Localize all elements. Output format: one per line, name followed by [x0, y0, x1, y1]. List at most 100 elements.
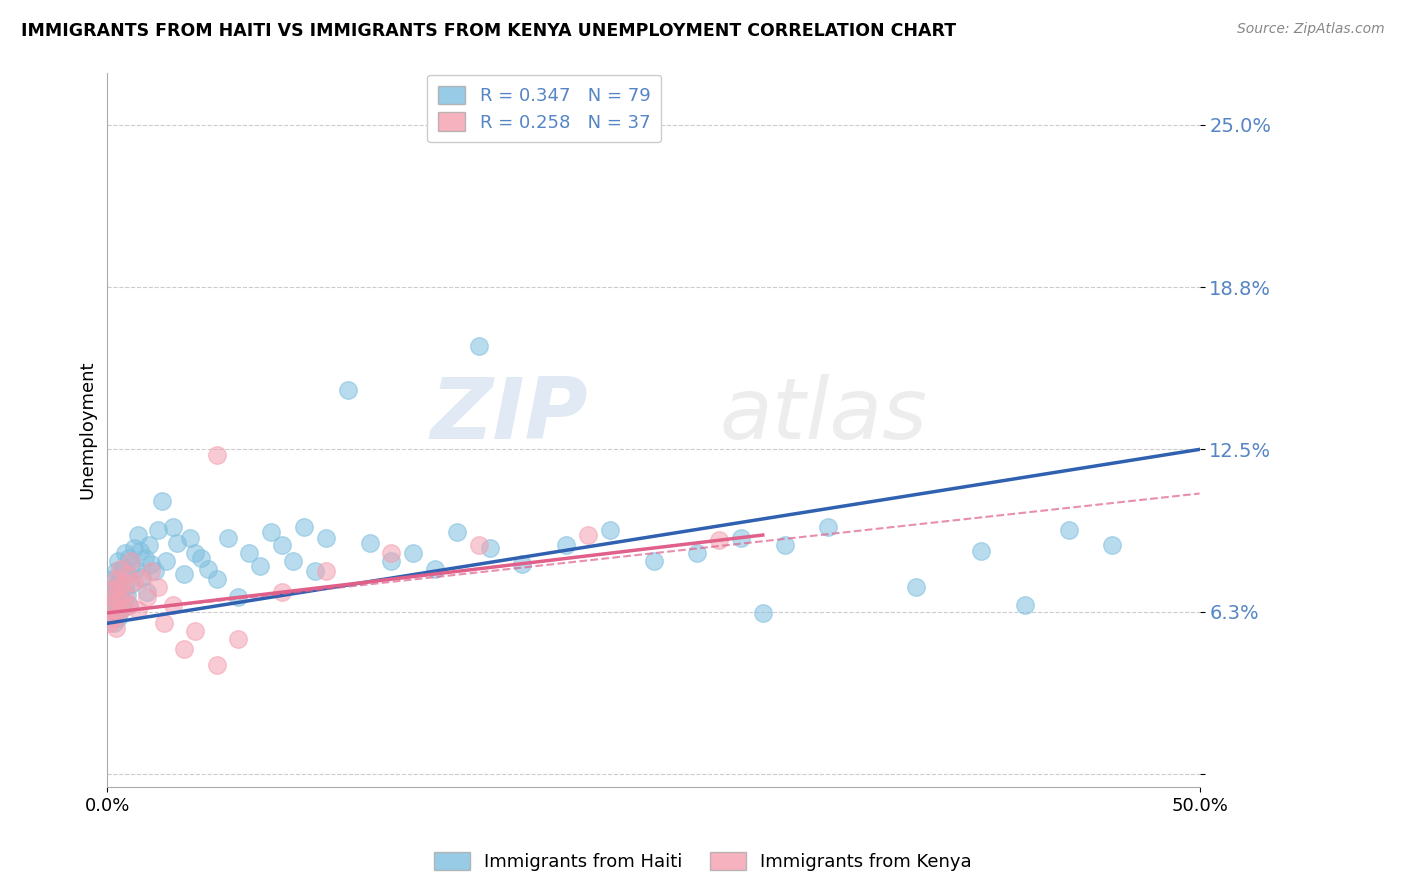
- Point: [110, 591, 132, 605]
- Point: [120, 577, 142, 591]
- Point: [179, 531, 201, 545]
- Point: [478, 541, 501, 555]
- Point: [103, 616, 125, 631]
- Point: [145, 565, 167, 579]
- Point: [110, 569, 132, 583]
- Point: [103, 580, 125, 594]
- Point: [166, 536, 188, 550]
- Point: [115, 566, 138, 581]
- Text: atlas: atlas: [718, 374, 927, 457]
- Point: [105, 582, 128, 597]
- Point: [304, 565, 326, 579]
- Point: [197, 562, 219, 576]
- Point: [228, 591, 250, 605]
- Point: [380, 554, 402, 568]
- Point: [139, 565, 162, 579]
- Point: [129, 543, 152, 558]
- Point: [107, 577, 129, 591]
- Point: [643, 554, 665, 568]
- Text: ZIP: ZIP: [430, 374, 588, 457]
- Point: [162, 598, 184, 612]
- Point: [131, 569, 153, 583]
- Point: [468, 338, 491, 352]
- Point: [114, 546, 136, 560]
- Point: [205, 572, 228, 586]
- Point: [111, 577, 134, 591]
- Point: [105, 622, 128, 636]
- Point: [205, 448, 228, 462]
- Point: [446, 525, 468, 540]
- Point: [555, 538, 578, 552]
- Point: [336, 383, 359, 397]
- Point: [100, 606, 122, 620]
- Point: [686, 546, 709, 560]
- Point: [468, 538, 491, 552]
- Point: [138, 538, 160, 552]
- Point: [103, 591, 125, 605]
- Point: [100, 591, 122, 605]
- Point: [127, 528, 149, 542]
- Point: [205, 657, 228, 672]
- Point: [773, 538, 796, 552]
- Point: [118, 598, 141, 612]
- Point: [730, 531, 752, 545]
- Point: [118, 598, 141, 612]
- Point: [146, 523, 169, 537]
- Y-axis label: Unemployment: Unemployment: [79, 360, 96, 500]
- Point: [110, 593, 132, 607]
- Point: [107, 611, 129, 625]
- Point: [190, 551, 212, 566]
- Text: IMMIGRANTS FROM HAITI VS IMMIGRANTS FROM KENYA UNEMPLOYMENT CORRELATION CHART: IMMIGRANTS FROM HAITI VS IMMIGRANTS FROM…: [21, 22, 956, 40]
- Point: [153, 616, 176, 631]
- Point: [115, 566, 138, 581]
- Point: [111, 562, 134, 576]
- Point: [315, 565, 337, 579]
- Point: [107, 580, 129, 594]
- Point: [135, 591, 157, 605]
- Legend: Immigrants from Haiti, Immigrants from Kenya: Immigrants from Haiti, Immigrants from K…: [426, 845, 980, 879]
- Point: [105, 565, 128, 579]
- Point: [100, 572, 122, 586]
- Point: [111, 600, 134, 615]
- Point: [98, 603, 121, 617]
- Point: [249, 559, 271, 574]
- Point: [173, 642, 195, 657]
- Point: [904, 580, 927, 594]
- Text: Source: ZipAtlas.com: Source: ZipAtlas.com: [1237, 22, 1385, 37]
- Point: [576, 528, 599, 542]
- Point: [707, 533, 730, 548]
- Point: [423, 562, 446, 576]
- Point: [100, 582, 122, 597]
- Point: [103, 611, 125, 625]
- Point: [115, 588, 138, 602]
- Point: [131, 572, 153, 586]
- Point: [1057, 523, 1080, 537]
- Point: [100, 598, 122, 612]
- Point: [292, 520, 315, 534]
- Point: [103, 598, 125, 612]
- Point: [271, 585, 294, 599]
- Point: [260, 525, 283, 540]
- Point: [122, 541, 145, 555]
- Point: [359, 536, 381, 550]
- Point: [118, 551, 141, 566]
- Point: [105, 572, 128, 586]
- Point: [110, 562, 132, 576]
- Point: [184, 624, 207, 638]
- Point: [217, 531, 239, 545]
- Point: [315, 531, 337, 545]
- Point: [271, 538, 294, 552]
- Point: [134, 551, 156, 566]
- Point: [380, 546, 402, 560]
- Point: [238, 546, 260, 560]
- Point: [281, 554, 304, 568]
- Point: [98, 603, 121, 617]
- Point: [1014, 598, 1036, 612]
- Point: [107, 606, 129, 620]
- Point: [122, 574, 145, 589]
- Legend: R = 0.347   N = 79, R = 0.258   N = 37: R = 0.347 N = 79, R = 0.258 N = 37: [427, 75, 661, 143]
- Point: [107, 554, 129, 568]
- Point: [127, 603, 149, 617]
- Point: [114, 588, 136, 602]
- Point: [1101, 538, 1123, 552]
